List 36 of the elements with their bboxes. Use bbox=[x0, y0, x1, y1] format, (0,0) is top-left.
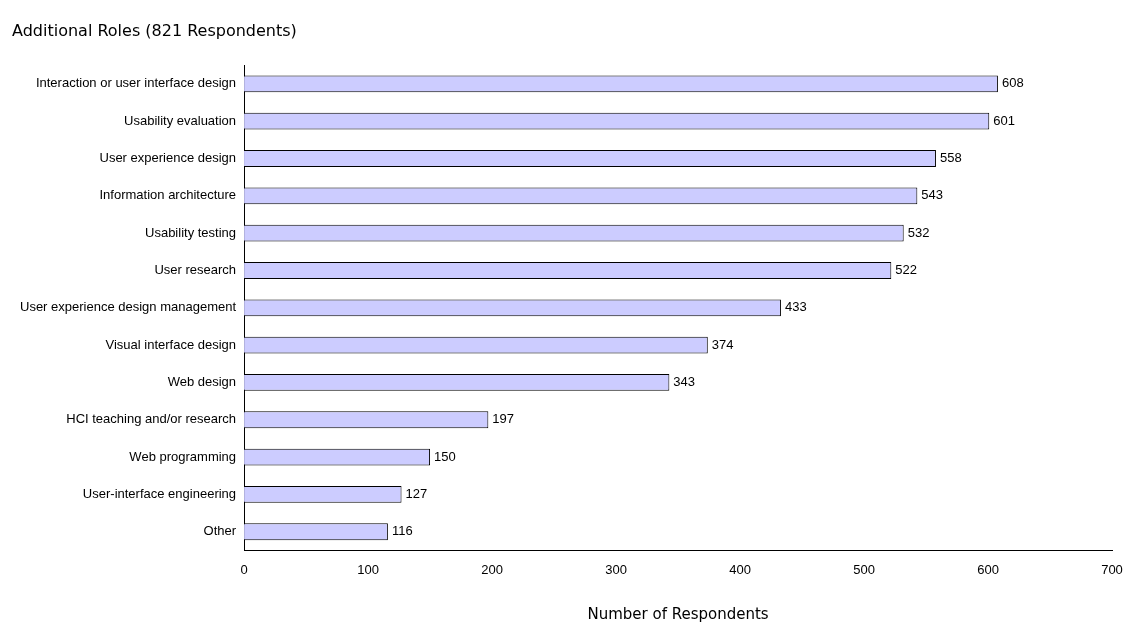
y-tick-label: Web design bbox=[167, 374, 237, 390]
data-label: 197 bbox=[492, 411, 515, 427]
data-label: 543 bbox=[921, 187, 944, 203]
y-tick-label: Web programming bbox=[129, 448, 237, 464]
y-tick-label: HCI teaching and/or research bbox=[66, 411, 237, 427]
y-tick-label: Usability testing bbox=[145, 224, 237, 240]
y-tick-label: Visual interface design bbox=[105, 336, 237, 352]
y-tick-label: Information architecture bbox=[99, 187, 237, 203]
data-label: 601 bbox=[993, 112, 1015, 128]
x-tick-label: 200 bbox=[481, 561, 503, 577]
y-tick-label: Other bbox=[203, 523, 237, 539]
y-tick-label: User-interface engineering bbox=[82, 485, 237, 501]
y-tick-label: User experience design management bbox=[19, 299, 237, 315]
x-tick-label: 400 bbox=[729, 561, 751, 577]
x-tick-label: 100 bbox=[357, 561, 379, 577]
data-label: 127 bbox=[405, 485, 428, 501]
y-tick-label: Interaction or user interface design bbox=[35, 75, 237, 91]
data-label: 608 bbox=[1001, 75, 1024, 91]
data-label: 433 bbox=[784, 299, 807, 315]
data-label: 522 bbox=[895, 262, 917, 278]
chart-title: Additional Roles (821 Respondents) bbox=[12, 20, 297, 40]
y-tick-label: Usability evaluation bbox=[124, 112, 237, 128]
data-label: 150 bbox=[434, 448, 456, 464]
data-label: 343 bbox=[673, 374, 696, 390]
y-tick-label: User research bbox=[154, 262, 237, 278]
x-tick-label: 500 bbox=[853, 561, 875, 577]
x-tick-label: 300 bbox=[605, 561, 627, 577]
data-label: 116 bbox=[391, 523, 413, 539]
data-label: 532 bbox=[907, 224, 930, 240]
data-label: 558 bbox=[939, 150, 962, 166]
y-tick-label: User experience design bbox=[99, 150, 237, 166]
x-tick-label: 600 bbox=[977, 561, 999, 577]
x-axis-title: Number of Respondents bbox=[587, 604, 769, 623]
data-label: 374 bbox=[711, 336, 734, 352]
x-tick-label: 700 bbox=[1101, 561, 1123, 577]
x-tick-label: 0 bbox=[240, 561, 248, 577]
